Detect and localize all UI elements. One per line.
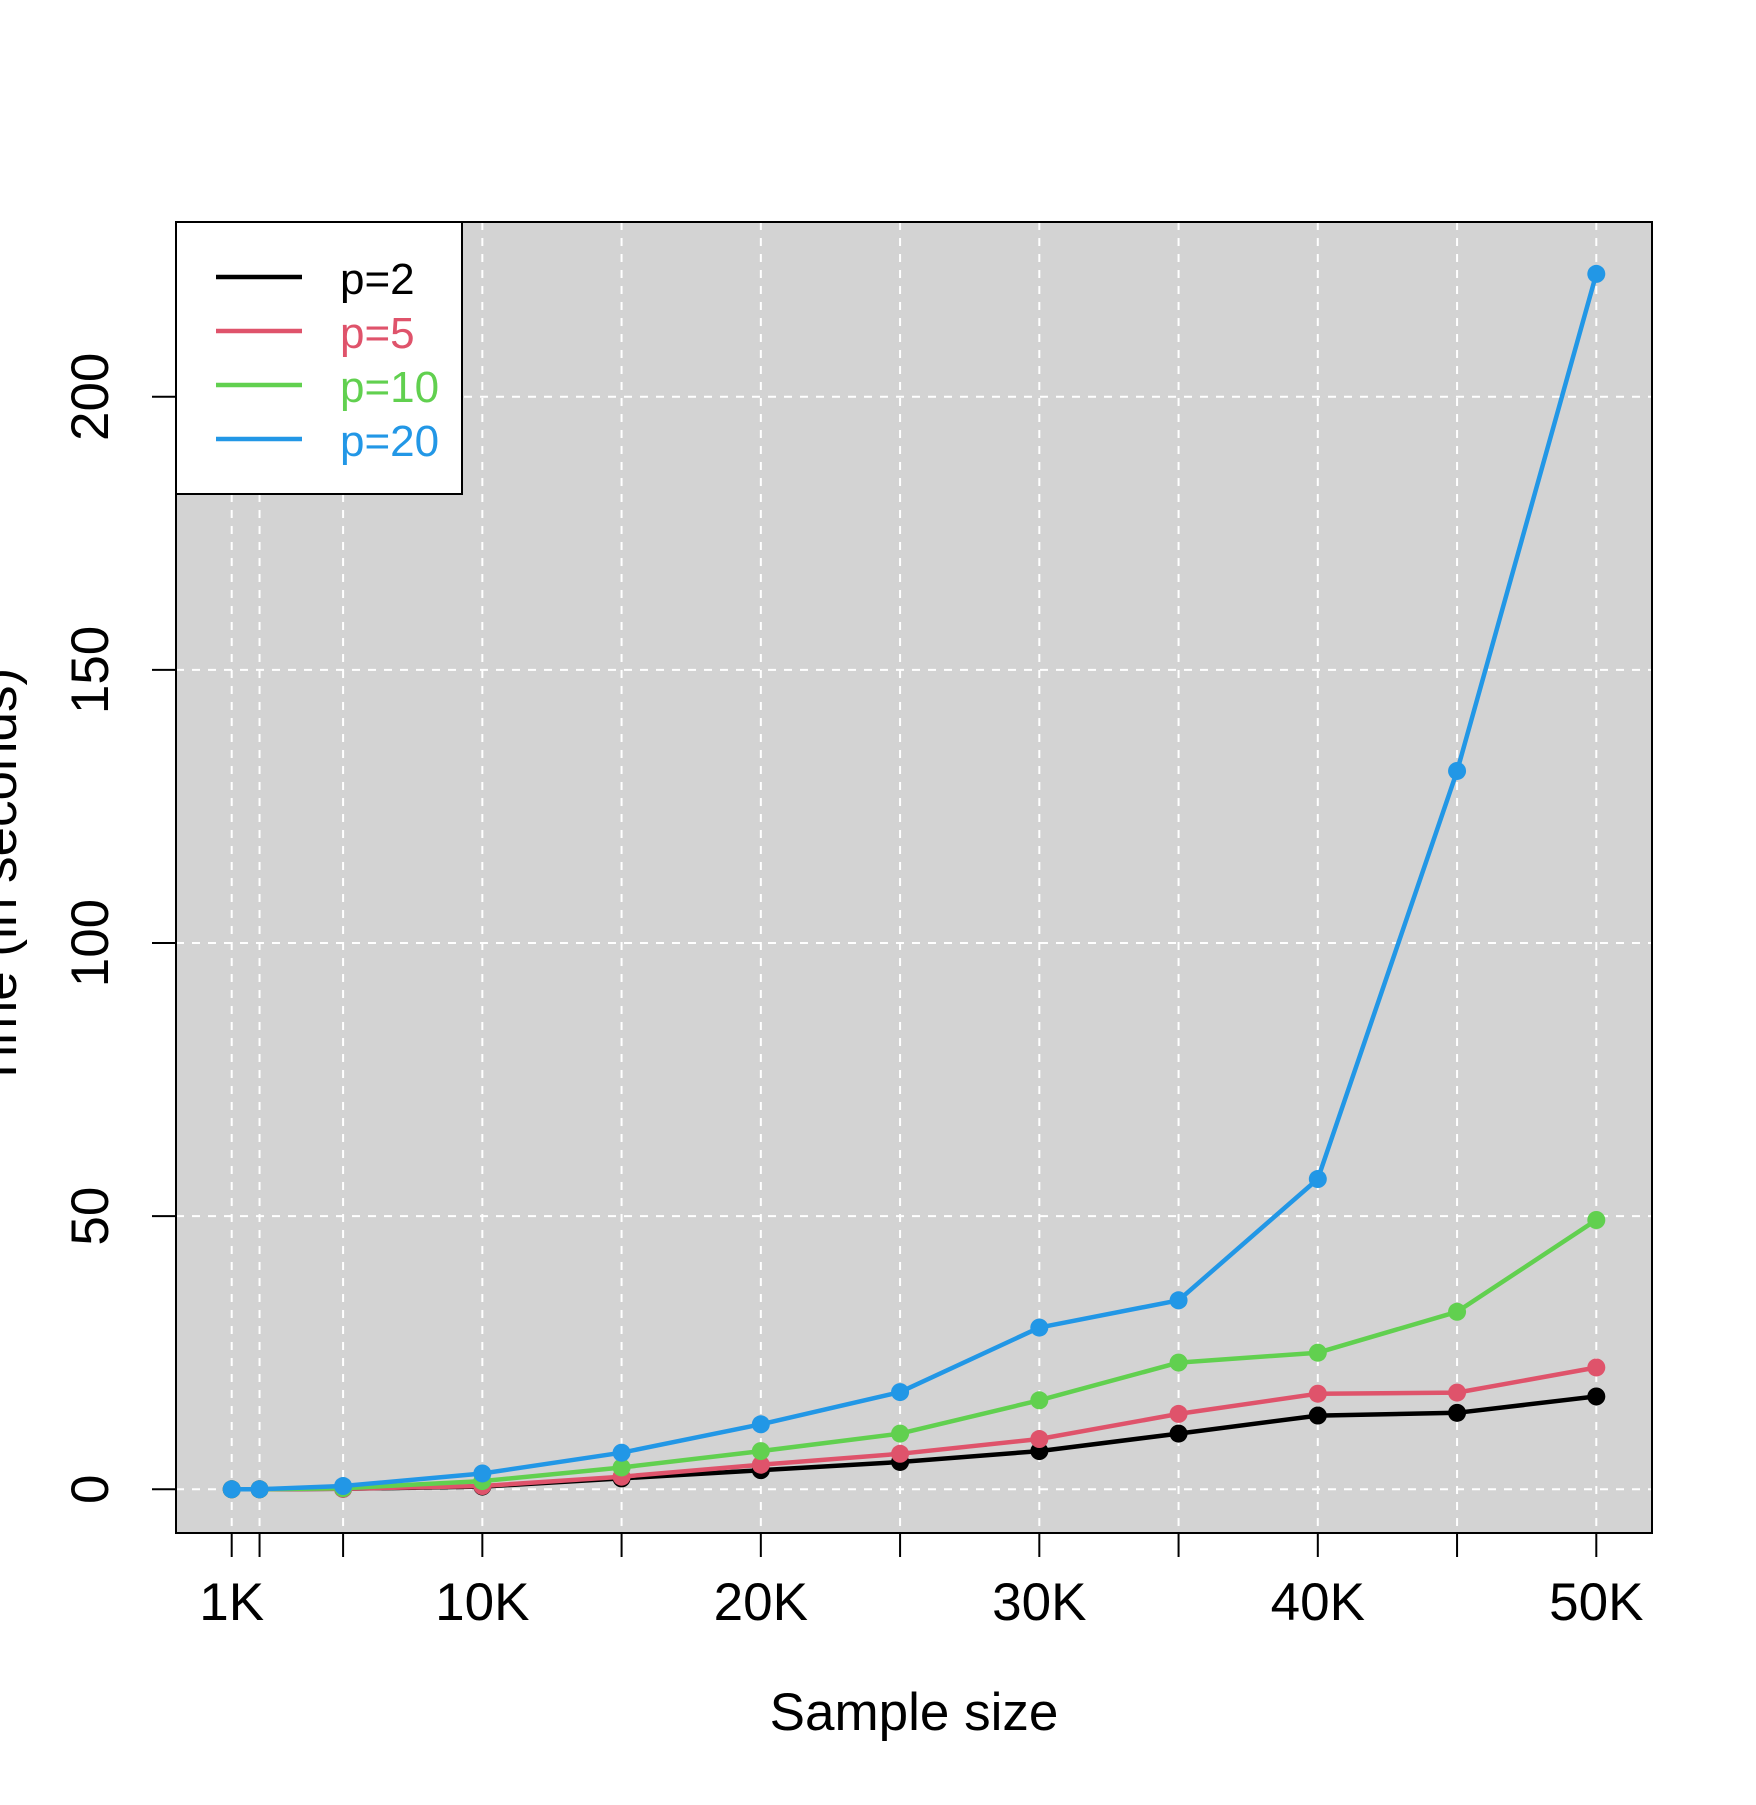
- x-tick-label: 40K: [1271, 1573, 1365, 1632]
- y-tick-label: 100: [61, 899, 120, 987]
- data-point: [1169, 1291, 1188, 1310]
- data-point: [250, 1480, 269, 1499]
- data-point: [1308, 1170, 1327, 1189]
- data-point: [1169, 1353, 1188, 1372]
- data-point: [751, 1415, 770, 1434]
- x-tick-label: 20K: [714, 1573, 808, 1632]
- legend-label: p=10: [340, 363, 439, 412]
- data-point: [1308, 1406, 1327, 1425]
- data-point: [473, 1464, 492, 1483]
- data-point: [751, 1442, 770, 1461]
- data-point: [891, 1444, 910, 1463]
- y-tick-label: 50: [61, 1187, 120, 1246]
- data-point: [1587, 1387, 1606, 1406]
- x-axis-label: Sample size: [770, 1683, 1059, 1742]
- data-point: [612, 1443, 631, 1462]
- y-tick-label: 0: [61, 1475, 120, 1504]
- data-point: [1030, 1391, 1049, 1410]
- legend-item: p=5: [216, 309, 415, 358]
- legend-label: p=5: [340, 309, 415, 358]
- series-lines: [222, 264, 1606, 1499]
- data-point: [1587, 264, 1606, 283]
- x-tick-label: 1K: [199, 1573, 264, 1632]
- data-point: [1308, 1384, 1327, 1403]
- data-point: [1030, 1318, 1049, 1337]
- legend-box: [175, 221, 463, 495]
- x-tick-label: 10K: [435, 1573, 529, 1632]
- data-point: [222, 1480, 241, 1499]
- legend-item: p=2: [216, 255, 415, 304]
- y-axis: 0 50 100 150 200: [61, 353, 177, 1504]
- legend: p=2 p=5 p=10 p=20: [175, 221, 463, 495]
- legend-label: p=20: [340, 417, 439, 466]
- series-line: [229, 271, 1599, 1492]
- legend-item: p=10: [216, 363, 439, 412]
- legend-item: p=20: [216, 417, 439, 466]
- y-axis-label: Time (in seconds): [0, 668, 28, 1087]
- x-axis: 1K 10K 20K 30K 40K 50K: [199, 1532, 1643, 1632]
- series-p=20: [222, 264, 1606, 1499]
- data-point: [1169, 1424, 1188, 1443]
- data-point: [1448, 1302, 1467, 1321]
- data-point: [1587, 1358, 1606, 1377]
- data-point: [1169, 1404, 1188, 1423]
- data-point: [1448, 1383, 1467, 1402]
- data-point: [1030, 1430, 1049, 1449]
- data-point: [891, 1424, 910, 1443]
- y-tick-label: 150: [61, 626, 120, 714]
- data-point: [1308, 1343, 1327, 1362]
- data-point: [1587, 1210, 1606, 1229]
- data-point: [334, 1477, 353, 1496]
- y-tick-label: 200: [61, 353, 120, 441]
- data-point: [612, 1458, 631, 1477]
- x-tick-label: 50K: [1549, 1573, 1643, 1632]
- data-point: [1448, 761, 1467, 780]
- data-point: [1448, 1403, 1467, 1422]
- data-point: [891, 1383, 910, 1402]
- data-point: [751, 1455, 770, 1474]
- x-tick-label: 30K: [992, 1573, 1086, 1632]
- legend-label: p=2: [340, 255, 415, 304]
